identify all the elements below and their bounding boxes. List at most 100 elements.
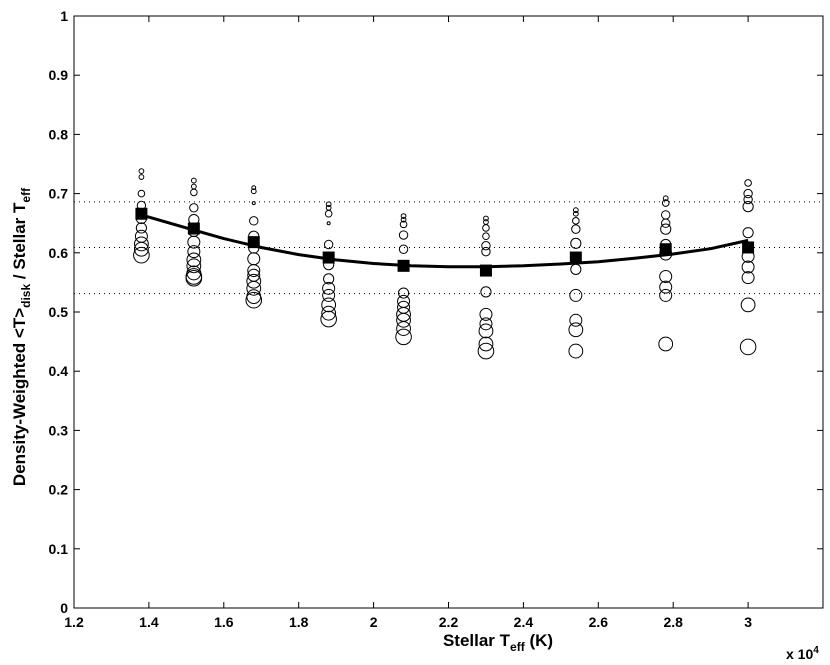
y-tick-label: 0	[60, 600, 68, 616]
open-circle-point	[325, 201, 332, 208]
open-circle-point	[245, 291, 263, 309]
open-circle-point	[187, 245, 201, 259]
y-tick-label: 0.8	[49, 126, 69, 142]
open-circle-point	[741, 271, 755, 285]
x-tick-label: 2.2	[439, 614, 459, 630]
open-circle-point	[322, 281, 336, 295]
open-circle-point	[570, 237, 582, 249]
x-tick-label: 2.6	[589, 614, 609, 630]
x-tick-label: 2	[370, 614, 378, 630]
open-circle-point	[251, 185, 257, 191]
open-circle-point	[185, 269, 203, 287]
open-circle-point	[186, 252, 202, 268]
open-circle-point	[481, 246, 491, 257]
open-circle-point	[320, 310, 337, 328]
open-circle-point	[189, 203, 199, 213]
open-circle-point	[400, 213, 407, 219]
open-circle-point	[323, 273, 335, 285]
open-circle-point	[190, 188, 198, 197]
open-circle-point	[569, 313, 583, 327]
open-circle-point	[477, 342, 495, 360]
open-circle-point	[658, 336, 674, 352]
square-point	[659, 243, 672, 256]
open-circle-point	[135, 222, 148, 234]
open-circle-point	[743, 188, 753, 199]
y-tick-label: 1	[60, 8, 68, 24]
y-tick-label: 0.6	[49, 245, 69, 261]
open-circle-point	[187, 235, 201, 249]
open-circle-point	[324, 209, 333, 218]
open-circle-point	[568, 343, 584, 359]
open-circle-point	[396, 321, 411, 336]
square-point	[397, 259, 410, 272]
open-circle-point	[480, 286, 492, 298]
open-circle-point	[251, 201, 256, 206]
open-circle-point	[659, 269, 673, 283]
y-axis-label: Density-Weighted <T>disk / Stellar Teff	[10, 187, 33, 486]
open-circle-point	[481, 240, 491, 251]
open-circle-point	[133, 246, 150, 264]
axis-ticks	[73, 15, 823, 609]
y-tick-label: 0.5	[49, 304, 69, 320]
open-circle-point	[246, 273, 262, 289]
open-circle-point	[661, 199, 670, 207]
open-circle-markers	[133, 168, 757, 360]
open-circle-point	[138, 174, 145, 180]
open-circle-point	[478, 323, 494, 339]
open-circle-point	[479, 307, 493, 321]
open-circle-point	[742, 227, 754, 239]
y-tick-label: 0.2	[49, 482, 69, 498]
open-circle-point	[659, 288, 673, 302]
open-circle-point	[741, 260, 755, 274]
open-circle-point	[742, 201, 754, 213]
x-tick-label: 1.6	[214, 614, 234, 630]
open-circle-point	[740, 297, 756, 313]
open-circle-point	[396, 312, 411, 328]
square-markers	[135, 207, 755, 277]
square-point	[742, 241, 755, 254]
open-circle-point	[662, 195, 669, 202]
y-tick-label: 0.9	[49, 67, 69, 83]
y-tick-label: 0.7	[49, 186, 69, 202]
open-circle-point	[743, 194, 753, 205]
open-circle-point	[323, 239, 334, 250]
y-tick-label: 0.1	[49, 541, 69, 557]
open-circle-point	[398, 230, 409, 240]
open-circle-point	[660, 223, 672, 235]
open-circle-point	[137, 189, 146, 198]
square-point	[479, 264, 492, 277]
open-circle-point	[482, 232, 490, 241]
open-circle-point	[134, 241, 149, 257]
open-circle-point	[250, 188, 257, 195]
open-circle-point	[739, 338, 757, 356]
open-circle-point	[483, 215, 489, 222]
square-point	[569, 251, 582, 264]
open-circle-point	[395, 328, 412, 346]
open-circle-point	[399, 220, 408, 229]
open-circle-point	[661, 218, 671, 228]
open-circle-point	[249, 216, 259, 226]
open-circle-point	[398, 244, 409, 254]
square-point	[322, 251, 335, 264]
x-tick-label: 1.4	[139, 614, 159, 630]
x-tick-label: 1.2	[64, 614, 84, 630]
open-circle-point	[246, 280, 262, 296]
open-circle-point	[247, 264, 261, 278]
open-circle-point	[744, 179, 752, 187]
open-circle-point	[572, 217, 580, 225]
x-tick-label: 2.4	[514, 614, 534, 630]
open-circle-point	[326, 221, 331, 226]
square-point	[135, 207, 148, 220]
open-circle-point	[134, 236, 149, 252]
square-point	[247, 236, 260, 249]
x-tick-label: 3	[744, 614, 752, 630]
open-circle-point	[397, 287, 410, 299]
x-tick-labels: 1.2 1.4 1.6 1.8 2 2.2 2.4 2.6 2.8 3	[64, 614, 752, 630]
open-circle-point	[478, 336, 494, 352]
open-circle-point	[659, 280, 673, 294]
x-multiplier-label: x 104	[786, 645, 819, 662]
square-point	[187, 222, 200, 235]
open-circle-point	[190, 177, 197, 184]
